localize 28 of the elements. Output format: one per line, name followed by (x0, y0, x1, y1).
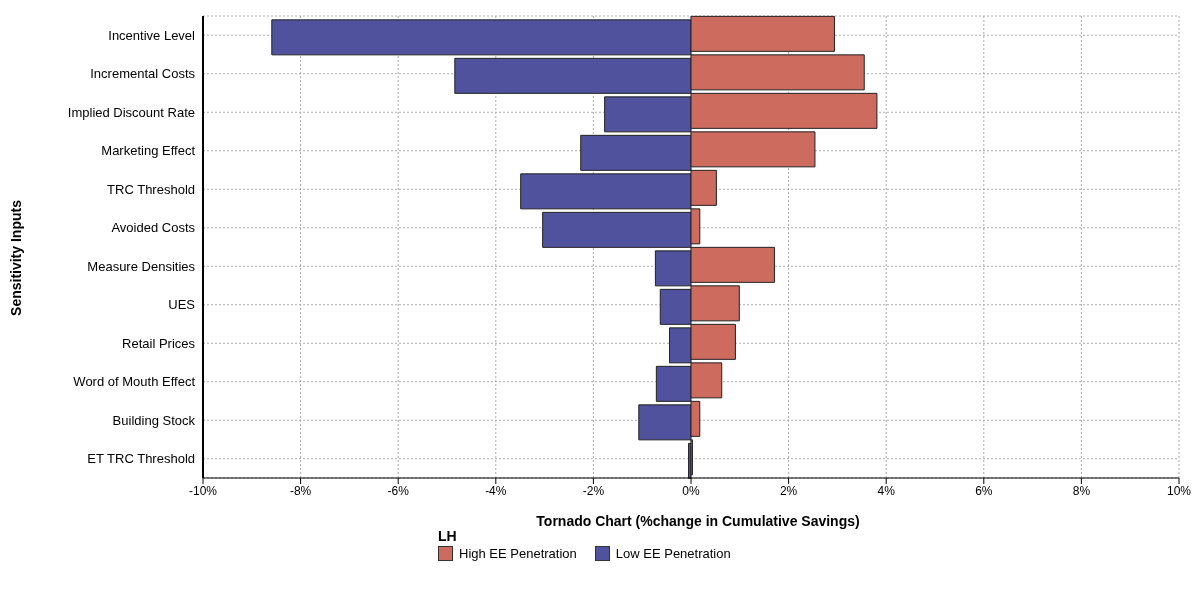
legend-label: Low EE Penetration (615, 546, 731, 561)
y-tick-label: Word of Mouth Effect (73, 374, 196, 390)
legend-label: High EE Penetration (459, 546, 577, 561)
y-tick-label: Implied Discount Rate (67, 104, 195, 120)
y-tick-label: Building Stock (112, 412, 196, 428)
x-tick-label: -8% (289, 483, 312, 498)
y-tick-label: Measure Densities (87, 258, 196, 274)
y-tick-label: ET TRC Threshold (87, 451, 195, 467)
x-tick-label: -4% (485, 483, 507, 498)
y-tick-label: UES (168, 297, 196, 313)
y-tick-label: Incremental Costs (90, 66, 196, 82)
x-tick-label: -2% (582, 483, 605, 498)
legend-title: LH (438, 528, 458, 544)
x-tick-label: 8% (1072, 483, 1091, 498)
x-tick-label: 0% (682, 483, 700, 498)
x-tick-label: -6% (387, 483, 410, 498)
y-tick-label: Incentive Level (108, 27, 196, 43)
y-tick-label: Retail Prices (122, 335, 196, 351)
x-tick-label: 6% (975, 483, 993, 498)
y-axis-title: Sensitivity Inputs (8, 200, 24, 316)
y-tick-label: Avoided Costs (111, 220, 196, 236)
x-tick-label: 4% (877, 483, 896, 498)
y-tick-label: Marketing Effect (101, 143, 196, 159)
x-tick-label: 10% (1166, 483, 1192, 498)
x-tick-label: -10% (188, 483, 218, 498)
x-tick-label: 2% (779, 483, 798, 498)
y-tick-label: TRC Threshold (107, 181, 195, 197)
x-axis-title: Tornado Chart (%change in Cumulative Savings) (535, 513, 861, 529)
